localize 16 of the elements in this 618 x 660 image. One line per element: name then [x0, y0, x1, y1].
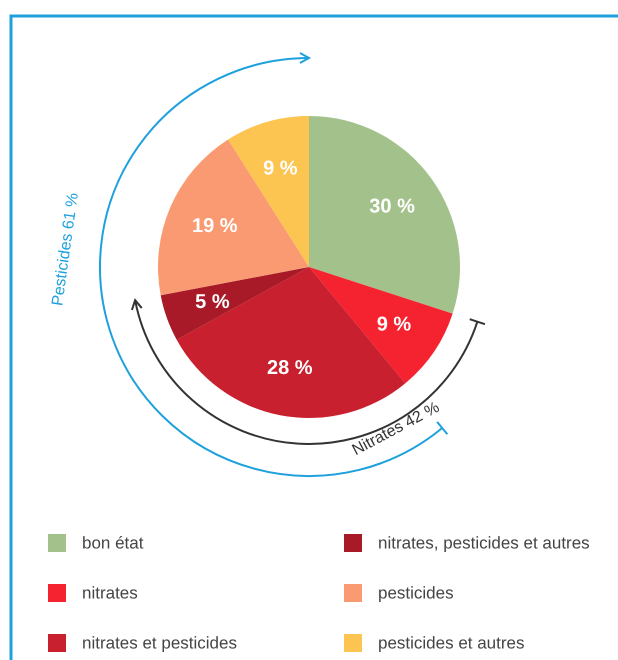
legend-label: bon état: [82, 534, 144, 552]
pie-slice: [158, 140, 309, 296]
data-label: 30 %: [369, 196, 416, 218]
pie-slice: [309, 116, 460, 314]
data-label: 9 %: [376, 314, 412, 336]
legend-label: nitrates et pesticides: [82, 634, 237, 652]
pie-slice: [160, 267, 309, 340]
legend-label: pesticides: [378, 584, 454, 602]
data-label: 28 %: [266, 356, 313, 379]
legend-label: pesticides et autres: [378, 634, 524, 652]
legend-label: nitrates: [82, 584, 138, 602]
text: Pesticides 61 %: [49, 192, 82, 307]
data-label: 9 %: [263, 157, 298, 180]
legend-label: nitrates, pesticides et autres: [378, 534, 590, 552]
data-label: 19 %: [192, 215, 238, 238]
data-label: 5 %: [195, 290, 230, 313]
